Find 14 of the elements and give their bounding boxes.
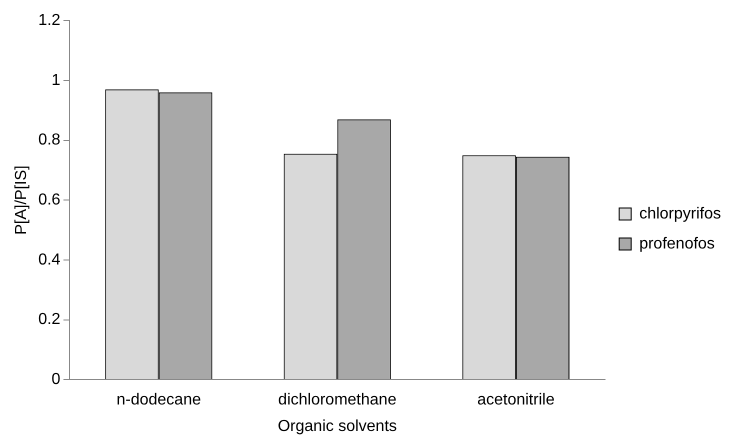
x-tick-label: n-dodecane [116,392,202,409]
x-tick-label: dichloromethane [278,392,397,409]
x-axis-title: Organic solvents [278,418,397,435]
y-tick-label: 0.2 [38,311,61,328]
y-tick-label: 1.2 [38,12,61,30]
y-tick-label: 0 [52,371,61,388]
y-tick-label: 1 [52,72,61,89]
y-tick-label: 0.6 [38,192,61,209]
y-tick-label: 0.8 [38,132,61,149]
y-tick-label: 0.4 [38,251,61,268]
legend-label: profenofos [639,235,715,252]
y-axis-title: P[A]/P[IS] [13,165,30,235]
x-tick-label: acetonitrile [477,392,555,409]
legend-label: chlorpyrifos [639,205,722,222]
